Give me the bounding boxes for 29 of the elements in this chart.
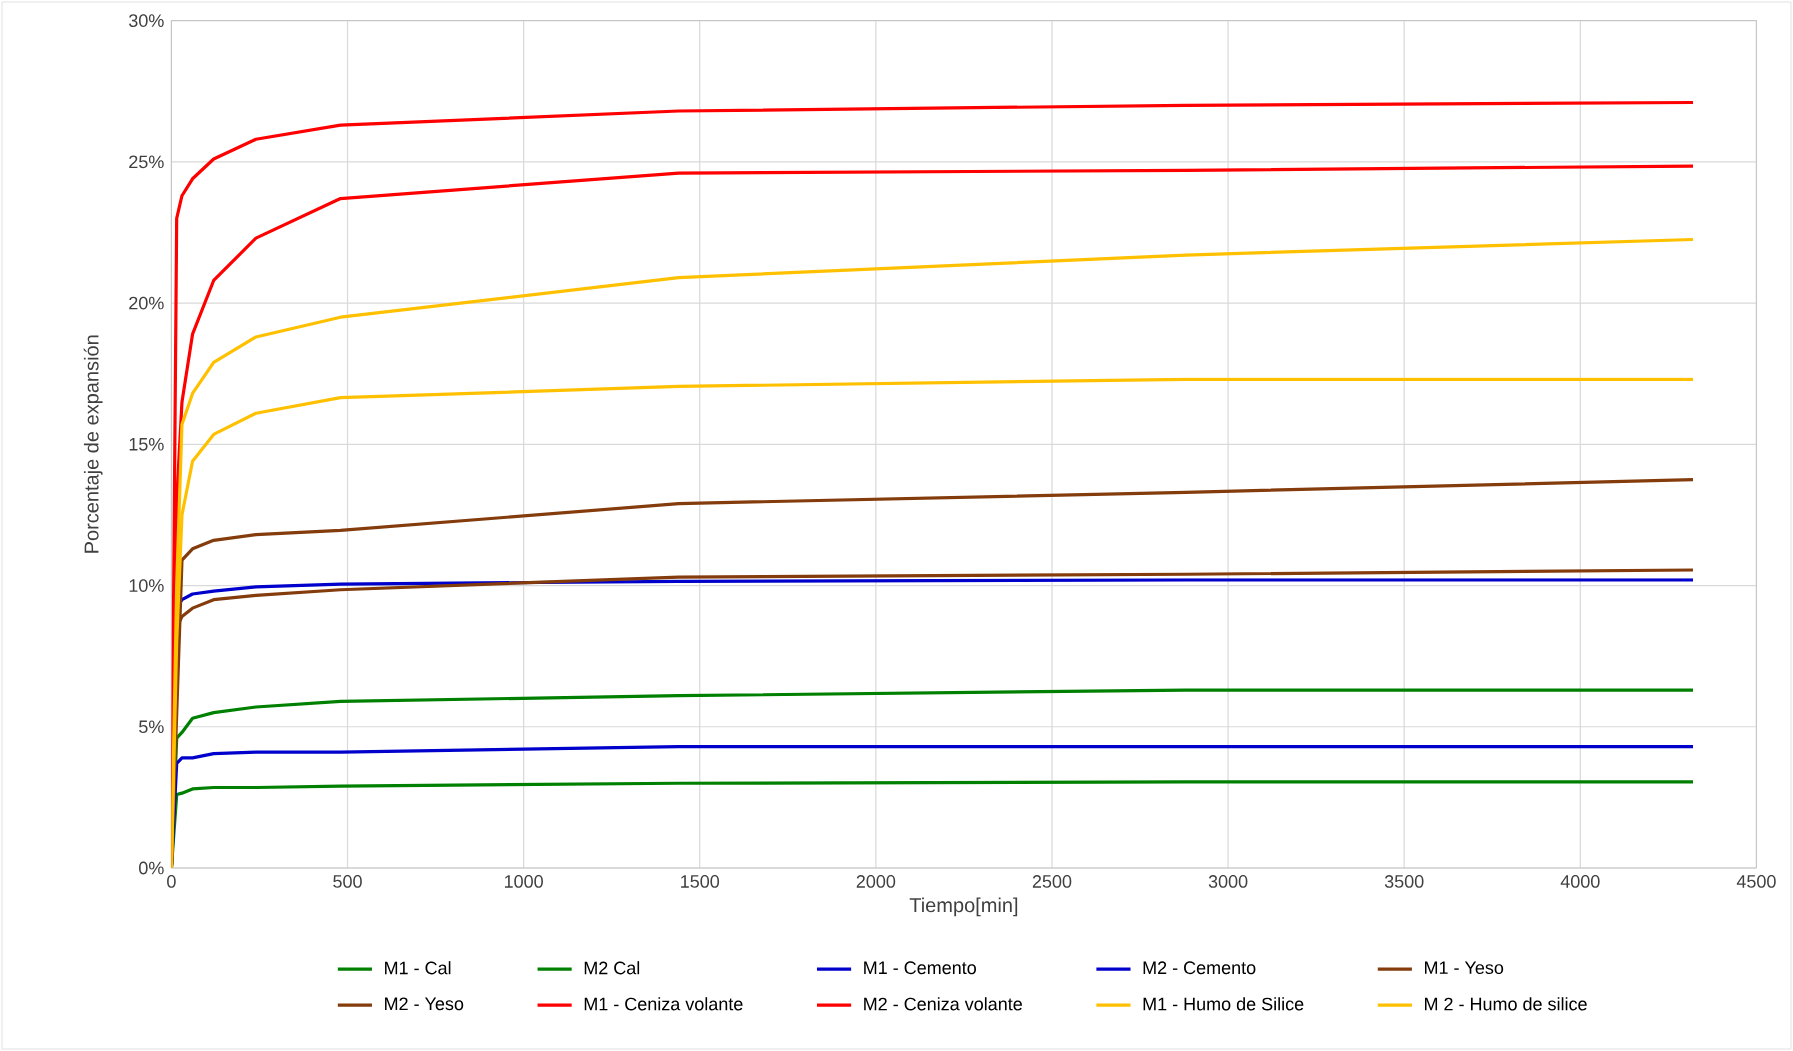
legend-label: M1 - Humo de Silice bbox=[1143, 997, 1304, 1011]
x-tick-label: 2000 bbox=[856, 875, 896, 888]
legend-label: M1 - Yeso bbox=[1425, 961, 1504, 975]
x-tick-label: 1500 bbox=[681, 875, 720, 888]
legend-label: M2 - Yeso bbox=[385, 997, 464, 1011]
legend-label: M2 Cal bbox=[584, 961, 640, 975]
legend-label: M1 - Cal bbox=[385, 961, 451, 975]
x-tick-label: 500 bbox=[333, 875, 362, 888]
x-tick-label: 3500 bbox=[1384, 875, 1424, 888]
x-axis-title: Tiempo[min] bbox=[909, 897, 1018, 917]
legend-label: M2 - Cemento bbox=[1143, 961, 1256, 975]
x-tick-label: 1000 bbox=[504, 875, 543, 888]
y-axis-title: Porcentaje de expansión bbox=[83, 335, 103, 553]
x-tick-label: 3000 bbox=[1208, 875, 1248, 888]
y-tick-label: 10% bbox=[129, 579, 164, 592]
y-tick-label: 0% bbox=[139, 861, 164, 875]
x-tick-label: 2500 bbox=[1032, 875, 1072, 888]
legend-label: M1 - Cemento bbox=[864, 961, 976, 975]
y-tick-label: 15% bbox=[129, 437, 164, 451]
x-tick-label: 0 bbox=[167, 875, 176, 888]
y-tick-label: 25% bbox=[129, 155, 164, 169]
x-tick-label: 4000 bbox=[1560, 875, 1600, 888]
legend-label: M 2 - Humo de silice bbox=[1425, 997, 1587, 1011]
legend-label: M1 - Ceniza volante bbox=[584, 997, 743, 1011]
y-tick-label: 20% bbox=[129, 296, 164, 310]
x-tick-label: 4500 bbox=[1736, 875, 1776, 888]
legend-label: M2 - Ceniza volante bbox=[864, 997, 1022, 1011]
y-tick-label: 30% bbox=[129, 14, 164, 27]
y-tick-label: 5% bbox=[139, 720, 164, 734]
